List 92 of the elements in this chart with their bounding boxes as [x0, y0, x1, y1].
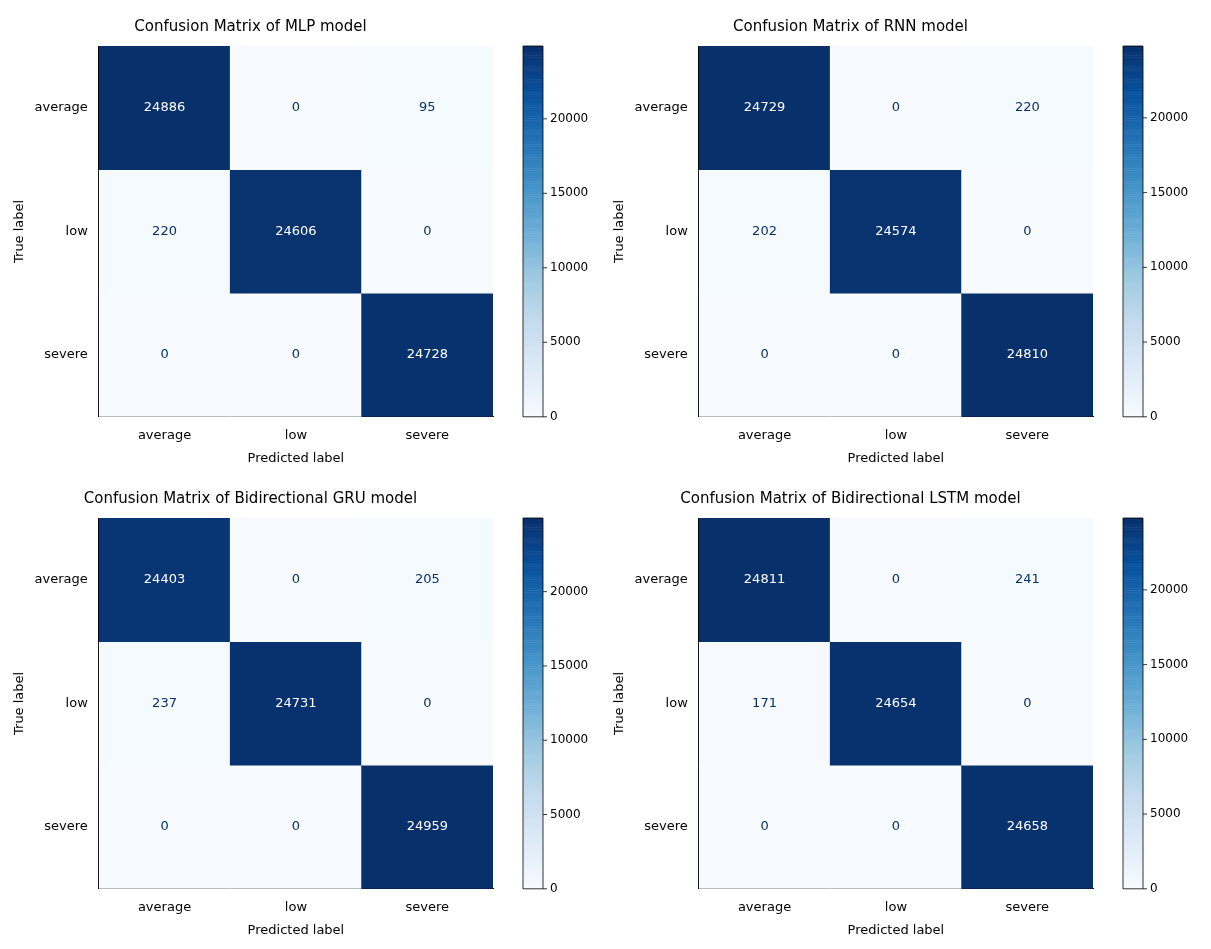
- y-tick-label: average: [34, 571, 88, 587]
- data-label: 24728: [406, 346, 448, 362]
- data-label: 0: [160, 818, 169, 834]
- y-axis-title: True label: [11, 199, 27, 264]
- color-bar-label: 15000: [1150, 184, 1189, 199]
- y-tick-label: average: [34, 99, 88, 115]
- color-bar-label: 15000: [1150, 656, 1189, 671]
- chart-title: Confusion Matrix of MLP model: [134, 16, 367, 35]
- data-label: 24654: [875, 694, 917, 710]
- data-label: 0: [1023, 222, 1032, 238]
- data-label: 0: [423, 694, 432, 710]
- y-tick-label: average: [634, 571, 688, 587]
- color-bar-label: 15000: [550, 185, 589, 200]
- x-tick-label: low: [284, 426, 308, 442]
- color-bar-label: 0: [550, 880, 558, 895]
- x-axis-title: Predicted label: [847, 449, 945, 465]
- color-bar-label: 5000: [1150, 806, 1181, 821]
- data-label: 0: [891, 346, 901, 362]
- data-label: 24658: [1006, 818, 1048, 834]
- chart-title: Confusion Matrix of Bidirectional GRU model: [83, 488, 418, 507]
- data-label: 0: [891, 818, 901, 834]
- color-bar-label: 5000: [550, 806, 581, 821]
- color-bar-label: 15000: [550, 658, 589, 673]
- y-tick-label: low: [665, 222, 689, 238]
- data-label: 24810: [1006, 346, 1048, 362]
- x-tick-label: severe: [1005, 898, 1050, 914]
- x-axis-title: Predicted label: [247, 449, 345, 465]
- data-label: 220: [1014, 99, 1040, 115]
- color-bar-label: 0: [550, 408, 558, 423]
- y-tick-label: average: [634, 99, 688, 115]
- x-axis-title: Predicted label: [847, 921, 945, 937]
- data-label: 0: [291, 571, 301, 587]
- data-label: 24606: [275, 222, 317, 238]
- color-bar-label: 20000: [550, 110, 589, 125]
- data-label: 24574: [875, 222, 917, 238]
- x-tick-label: average: [137, 426, 192, 442]
- x-tick-label: low: [884, 898, 908, 914]
- data-label: 95: [419, 99, 436, 115]
- color-bar-label: 5000: [550, 334, 581, 349]
- data-label: 0: [891, 99, 901, 115]
- x-tick-label: severe: [405, 426, 450, 442]
- y-tick-label: low: [65, 222, 89, 238]
- chart-title: Confusion Matrix of Bidirectional LSTM model: [680, 488, 1021, 507]
- data-label: 0: [760, 346, 769, 362]
- data-label: 205: [414, 571, 440, 587]
- y-axis-title: True label: [611, 671, 627, 736]
- x-tick-label: low: [884, 426, 908, 442]
- data-label: 0: [423, 222, 432, 238]
- color-bar-label: 0: [1150, 880, 1158, 895]
- data-label: 24403: [143, 571, 186, 587]
- x-axis-title: Predicted label: [247, 921, 345, 937]
- data-label: 0: [760, 818, 769, 834]
- color-bar-label: 0: [1150, 408, 1158, 423]
- y-axis-title: True label: [611, 199, 627, 264]
- data-label: 0: [291, 818, 301, 834]
- x-tick-label: average: [737, 898, 792, 914]
- data-label: 237: [152, 694, 177, 710]
- color-bar-label: 20000: [1150, 110, 1189, 125]
- y-axis-title: True label: [11, 671, 27, 736]
- y-tick-label: severe: [644, 346, 688, 362]
- color-bar-label: 10000: [1150, 731, 1189, 746]
- data-label: 24811: [743, 571, 786, 587]
- y-tick-label: low: [665, 694, 689, 710]
- data-label: 24959: [406, 818, 448, 834]
- x-tick-label: average: [737, 426, 792, 442]
- data-label: 0: [1023, 694, 1032, 710]
- data-label: 0: [891, 571, 901, 587]
- color-bar-label: 20000: [1150, 582, 1189, 597]
- x-tick-label: severe: [1005, 426, 1050, 442]
- y-tick-label: severe: [44, 818, 88, 834]
- data-label: 220: [152, 222, 177, 238]
- data-label: 24886: [143, 99, 186, 115]
- data-label: 241: [1014, 571, 1040, 587]
- y-tick-label: low: [65, 694, 89, 710]
- y-tick-label: severe: [644, 818, 688, 834]
- data-label: 0: [291, 99, 301, 115]
- data-label: 24729: [743, 99, 786, 115]
- color-bar-label: 5000: [1150, 334, 1181, 349]
- x-tick-label: severe: [405, 898, 450, 914]
- x-tick-label: low: [284, 898, 308, 914]
- data-label: 202: [752, 222, 777, 238]
- data-label: 0: [160, 346, 169, 362]
- color-bar-label: 10000: [550, 259, 589, 274]
- y-tick-label: severe: [44, 346, 88, 362]
- chart-title: Confusion Matrix of RNN model: [733, 16, 968, 35]
- color-bar-label: 10000: [1150, 259, 1189, 274]
- data-label: 24731: [275, 694, 317, 710]
- color-bar-label: 10000: [550, 732, 589, 747]
- data-label: 0: [291, 346, 301, 362]
- x-tick-label: average: [137, 898, 192, 914]
- color-bar-label: 20000: [550, 583, 589, 598]
- data-label: 171: [752, 694, 777, 710]
